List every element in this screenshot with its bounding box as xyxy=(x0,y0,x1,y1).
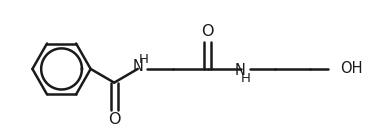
Text: H: H xyxy=(240,72,250,85)
Text: O: O xyxy=(201,24,214,39)
Text: OH: OH xyxy=(340,61,363,76)
Text: N: N xyxy=(132,60,143,74)
Text: O: O xyxy=(108,112,120,127)
Text: H: H xyxy=(139,53,148,66)
Text: N: N xyxy=(235,63,246,78)
